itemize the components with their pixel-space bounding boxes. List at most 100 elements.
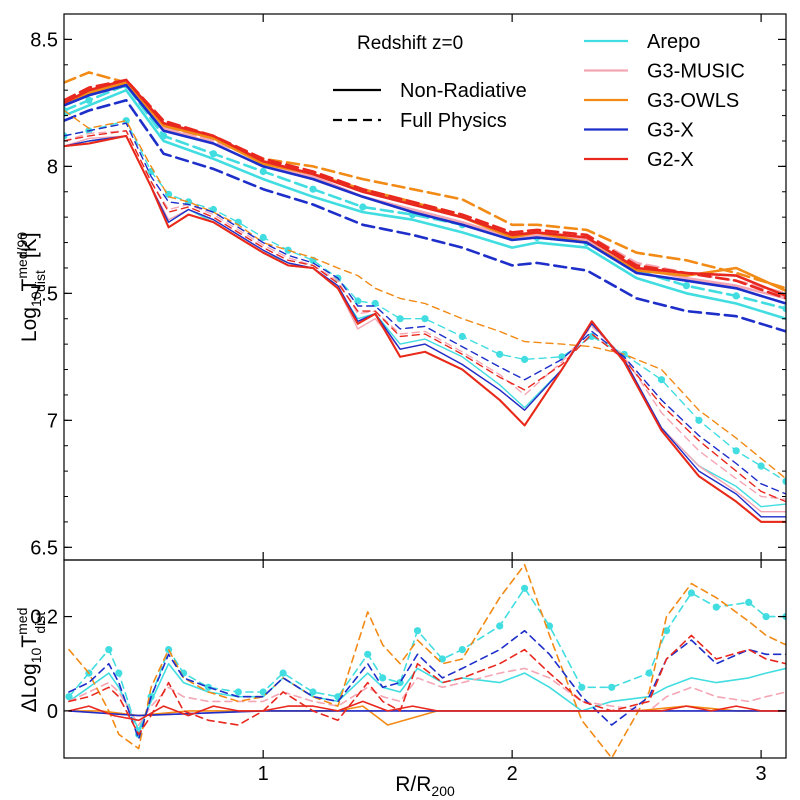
series-marker-arepo [359, 203, 367, 211]
x-axis-label-sub: 200 [431, 783, 455, 799]
series-marker-arepo [682, 282, 691, 290]
series-marker-arepo [458, 332, 466, 341]
series-marker-arepo [234, 688, 242, 696]
series-marker-arepo [209, 150, 217, 158]
y-tick-label: 8 [47, 156, 58, 178]
x-tick-label: 2 [507, 763, 518, 785]
y-tick-label: 0.2 [30, 607, 58, 629]
series-line-g3-owls-dashed [68, 563, 786, 758]
x-tick-label: 3 [756, 763, 767, 785]
series-line-g3-music-solid [64, 135, 786, 513]
linestyle-legend: Non-Radiative Full Physics [333, 80, 527, 132]
series-marker-arepo [521, 584, 529, 592]
bottom-ylabel-log: ΔLog [18, 663, 41, 712]
top-ylabel-units: [K] [18, 232, 41, 258]
legend-dashed-label: Full Physics [400, 110, 507, 132]
series-marker-arepo [732, 447, 740, 455]
series-marker-arepo [115, 669, 123, 677]
series-line-g3-owls-dashed [64, 71, 786, 290]
series-line-g2-x-dashed [64, 130, 786, 503]
series-line-arepo-dashed [64, 83, 786, 310]
bottom-ylabel: ΔLog10Tmed dist [14, 608, 48, 713]
series-marker-arepo [687, 589, 696, 597]
series-line-g3-x-dashed [64, 99, 786, 333]
legend-label-g2-x: G2-X [647, 149, 694, 171]
top-ylabel-sup: med/90 [14, 232, 30, 279]
series-line-g3-x-solid [64, 83, 786, 305]
series-marker-arepo [413, 627, 422, 635]
bottom-ylabel-sub: dist [32, 612, 48, 634]
series-marker-arepo [458, 646, 466, 654]
series-marker-arepo [122, 117, 130, 125]
series-marker-arepo [745, 598, 753, 607]
series-marker-arepo [354, 297, 362, 305]
series-line-arepo-solid [64, 88, 786, 321]
legend-label-arepo: Arepo [647, 31, 700, 53]
series-line-g2-x-dashed [68, 634, 786, 736]
series-marker-arepo [379, 674, 387, 682]
series-line-g3-owls-solid [64, 134, 786, 523]
bottom-panel-frame [63, 559, 787, 759]
series-line-arepo-dashed [64, 119, 786, 482]
series-line-g3-x-dashed [64, 122, 786, 495]
top-ylabel: Log10Tmed/90dist [K] [14, 232, 48, 342]
series-marker-arepo [558, 353, 566, 361]
legend-label-g3-music: G3-MUSIC [647, 61, 745, 83]
series-marker-arepo [782, 477, 786, 485]
y-tick-label: 6.5 [30, 537, 58, 559]
series-marker-arepo [782, 305, 786, 313]
series-marker-arepo [657, 376, 666, 384]
redshift-annotation: Redshift z=0 [357, 33, 463, 54]
series-marker-arepo [732, 292, 740, 300]
bottom-ylabel-sub10: 10 [28, 647, 44, 663]
y-tick-label: 7 [47, 410, 58, 432]
series-marker-arepo [396, 315, 404, 323]
series-marker-arepo [762, 613, 770, 621]
series-marker-arepo [65, 693, 73, 701]
series-marker-arepo [364, 650, 372, 658]
series-line-g2-x-solid [64, 78, 786, 298]
series-marker-arepo [608, 683, 616, 691]
legend-label-g3-x: G3-X [647, 120, 694, 142]
top-ylabel-t: T [18, 278, 41, 291]
series-marker-arepo [645, 669, 653, 677]
series-marker-arepo [496, 622, 504, 630]
y-tick-label: 7.5 [30, 283, 58, 305]
series-marker-arepo [521, 355, 529, 363]
series-marker-arepo [496, 350, 504, 358]
bottom-ylabel-sup: med [14, 608, 30, 635]
series-line-g3-owls-solid [68, 705, 786, 726]
series-marker-arepo [662, 627, 671, 635]
axis-ticks: 1 2 3 6.5 7 7.5 8 8.5 0 0.2 [30, 14, 786, 785]
series-marker-arepo [259, 167, 267, 176]
x-axis-label-main: R/R [395, 773, 431, 796]
series-marker-arepo [259, 688, 267, 696]
series-marker-arepo [757, 462, 765, 470]
color-legend: Arepo G3-MUSIC G3-OWLS G3-X G2-X [584, 31, 745, 171]
series-marker-arepo [160, 132, 168, 140]
series-marker-arepo [421, 315, 429, 323]
legend-label-g3-owls: G3-OWLS [647, 90, 739, 112]
y-tick-label: 0 [47, 701, 58, 723]
top-ylabel-sub: dist [32, 270, 48, 292]
legend-solid-label: Non-Radiative [400, 80, 527, 102]
top-panel-series [64, 71, 786, 523]
series-marker-arepo [309, 185, 317, 193]
bottom-ylabel-t: T [18, 635, 41, 648]
series-line-arepo-solid [68, 662, 786, 731]
series-marker-arepo [259, 233, 267, 242]
series-line-g2-x-solid [64, 134, 786, 523]
series-marker-arepo [438, 655, 446, 663]
series-line-g3-x-dashed [68, 629, 786, 740]
series-marker-arepo [105, 646, 113, 654]
x-tick-label: 1 [258, 763, 269, 785]
series-line-g3-owls-dashed [64, 109, 786, 480]
x-axis-label: R/R200 [395, 773, 455, 799]
series-marker-arepo [545, 622, 554, 630]
top-ylabel-log: Log [18, 307, 41, 342]
bottom-panel-series [65, 563, 786, 758]
y-tick-label: 8.5 [30, 29, 58, 51]
series-line-g2-x-dashed [64, 78, 786, 300]
series-marker-arepo [712, 603, 720, 611]
